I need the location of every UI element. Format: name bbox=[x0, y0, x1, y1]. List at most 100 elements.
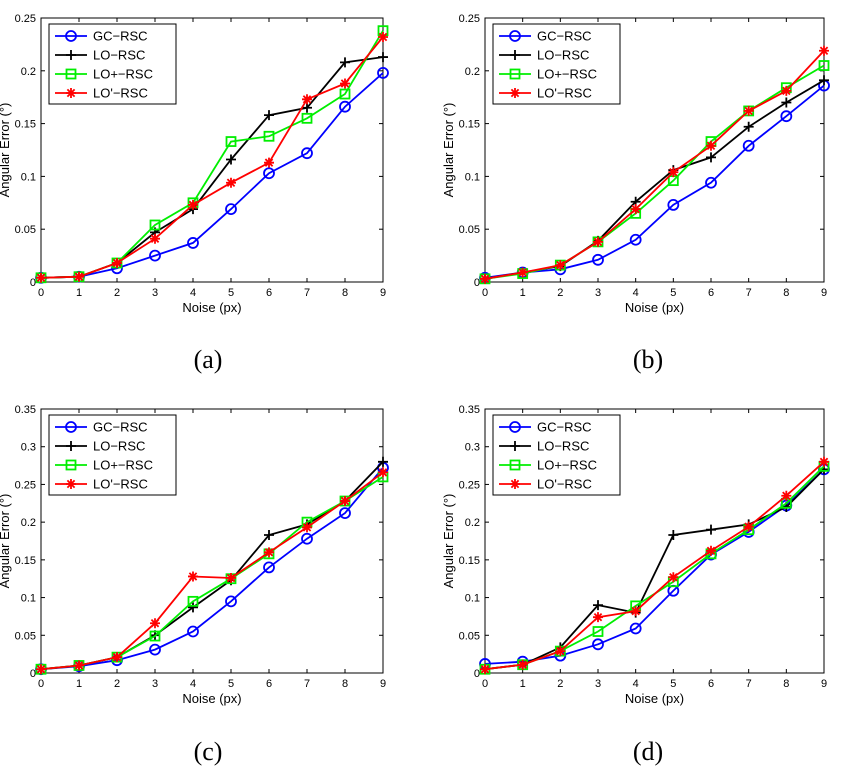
data-point bbox=[480, 273, 490, 284]
y-tick-label: 0.05 bbox=[15, 630, 36, 642]
series-LO'−RSC bbox=[480, 456, 829, 675]
chart-4: 0 1 2 3 4 5 6 7 8 9 0 0.05 0.1 0.15 0.2 0.25 0.3 0.35 Nois… bbox=[441, 404, 830, 766]
legend-marker bbox=[509, 459, 521, 471]
legend-label: LO+−RSC bbox=[93, 67, 153, 82]
x-tick-label: 4 bbox=[190, 287, 196, 299]
y-tick-label: 0.1 bbox=[21, 593, 36, 605]
data-point bbox=[339, 507, 351, 519]
x-tick-label: 7 bbox=[304, 287, 310, 299]
y-tick-label: 0.2 bbox=[21, 66, 36, 78]
data-point bbox=[819, 45, 829, 56]
data-point bbox=[629, 233, 642, 246]
data-point bbox=[301, 112, 313, 124]
legend-label: LO+−RSC bbox=[93, 458, 153, 473]
data-point bbox=[74, 660, 84, 671]
data-point bbox=[225, 203, 237, 216]
data-point bbox=[668, 167, 679, 178]
data-point bbox=[188, 199, 198, 210]
data-point bbox=[593, 236, 603, 247]
data-point bbox=[555, 260, 566, 271]
data-point bbox=[339, 88, 351, 100]
data-point bbox=[301, 532, 313, 545]
data-point bbox=[340, 78, 350, 89]
x-tick-label: 8 bbox=[342, 287, 348, 299]
data-point bbox=[302, 522, 312, 533]
data-point bbox=[264, 110, 274, 121]
legend-label: LO'−RSC bbox=[93, 86, 148, 101]
x-tick-label: 1 bbox=[76, 678, 82, 690]
x-tick-label: 8 bbox=[783, 678, 789, 690]
data-point bbox=[378, 52, 388, 63]
data-point bbox=[705, 176, 717, 189]
data-point bbox=[225, 595, 237, 608]
series-line bbox=[40, 72, 384, 279]
panel-caption: (d) bbox=[633, 737, 663, 766]
x-axis-label: Noise (px) bbox=[182, 300, 241, 315]
y-axis-label: Angular Error (°) bbox=[441, 494, 456, 589]
x-tick-label: 3 bbox=[152, 287, 158, 299]
data-point bbox=[187, 237, 199, 249]
legend-label: LO'−RSC bbox=[93, 477, 148, 492]
data-point bbox=[780, 110, 793, 123]
legend-label: LO+−RSC bbox=[537, 67, 597, 82]
x-tick-label: 0 bbox=[38, 678, 44, 690]
data-point bbox=[378, 467, 388, 478]
series-LO'−RSC bbox=[36, 467, 388, 675]
x-tick-label: 8 bbox=[342, 678, 348, 690]
series-line bbox=[484, 84, 825, 279]
chart-1: 0 1 2 3 4 5 6 7 8 9 0 0.05 0.1 0.15 0.2 0.25 Noise (px) A… bbox=[0, 13, 389, 374]
x-tick-label: 9 bbox=[380, 678, 386, 690]
legend-marker bbox=[65, 30, 77, 42]
y-tick-label: 0.35 bbox=[15, 404, 36, 416]
x-tick-label: 6 bbox=[266, 287, 272, 299]
panel-caption: (c) bbox=[194, 737, 223, 766]
data-point bbox=[593, 600, 603, 611]
y-tick-label: 0.25 bbox=[15, 13, 36, 25]
data-point bbox=[188, 602, 198, 613]
data-point bbox=[781, 97, 792, 108]
legend-label: LO'−RSC bbox=[537, 86, 592, 101]
data-point bbox=[150, 233, 160, 244]
data-point bbox=[743, 521, 754, 532]
data-point bbox=[149, 643, 161, 656]
legend-label: LO+−RSC bbox=[537, 458, 597, 473]
x-tick-label: 0 bbox=[482, 287, 488, 299]
x-tick-label: 9 bbox=[821, 287, 827, 299]
x-tick-label: 5 bbox=[670, 678, 676, 690]
legend-marker bbox=[65, 459, 77, 471]
y-tick-label: 0.15 bbox=[459, 555, 480, 567]
data-point bbox=[302, 94, 312, 105]
y-axis-label: Angular Error (°) bbox=[0, 494, 12, 589]
y-tick-label: 0 bbox=[474, 277, 480, 289]
x-tick-label: 4 bbox=[633, 287, 639, 299]
data-point bbox=[629, 622, 642, 635]
data-point bbox=[339, 100, 351, 113]
data-point bbox=[149, 630, 161, 642]
y-tick-label: 0.05 bbox=[459, 224, 480, 236]
legend: GC−RSC LO−RSC LO+−RSC LO'−RSC bbox=[492, 23, 621, 105]
x-tick-label: 4 bbox=[633, 678, 639, 690]
x-tick-label: 1 bbox=[76, 287, 82, 299]
legend-marker bbox=[66, 50, 76, 60]
data-point bbox=[818, 60, 830, 71]
data-point bbox=[187, 625, 199, 638]
legend-label: LO−RSC bbox=[537, 439, 589, 454]
data-point bbox=[706, 140, 716, 151]
x-tick-label: 3 bbox=[152, 678, 158, 690]
legend: GC−RSC LO−RSC LO+−RSC LO'−RSC bbox=[492, 414, 621, 496]
y-tick-label: 0.25 bbox=[459, 479, 480, 491]
x-tick-label: 7 bbox=[304, 678, 310, 690]
data-point bbox=[149, 219, 161, 231]
data-point bbox=[377, 67, 389, 79]
y-tick-label: 0.3 bbox=[21, 442, 36, 454]
legend-marker bbox=[66, 441, 76, 451]
data-point bbox=[706, 524, 716, 535]
data-point bbox=[592, 253, 604, 266]
x-tick-label: 6 bbox=[708, 287, 714, 299]
y-tick-label: 0.35 bbox=[459, 404, 480, 416]
legend-label: GC−RSC bbox=[93, 29, 148, 44]
x-tick-label: 7 bbox=[746, 287, 752, 299]
y-tick-label: 0.2 bbox=[21, 517, 36, 529]
legend-label: LO−RSC bbox=[537, 48, 589, 63]
